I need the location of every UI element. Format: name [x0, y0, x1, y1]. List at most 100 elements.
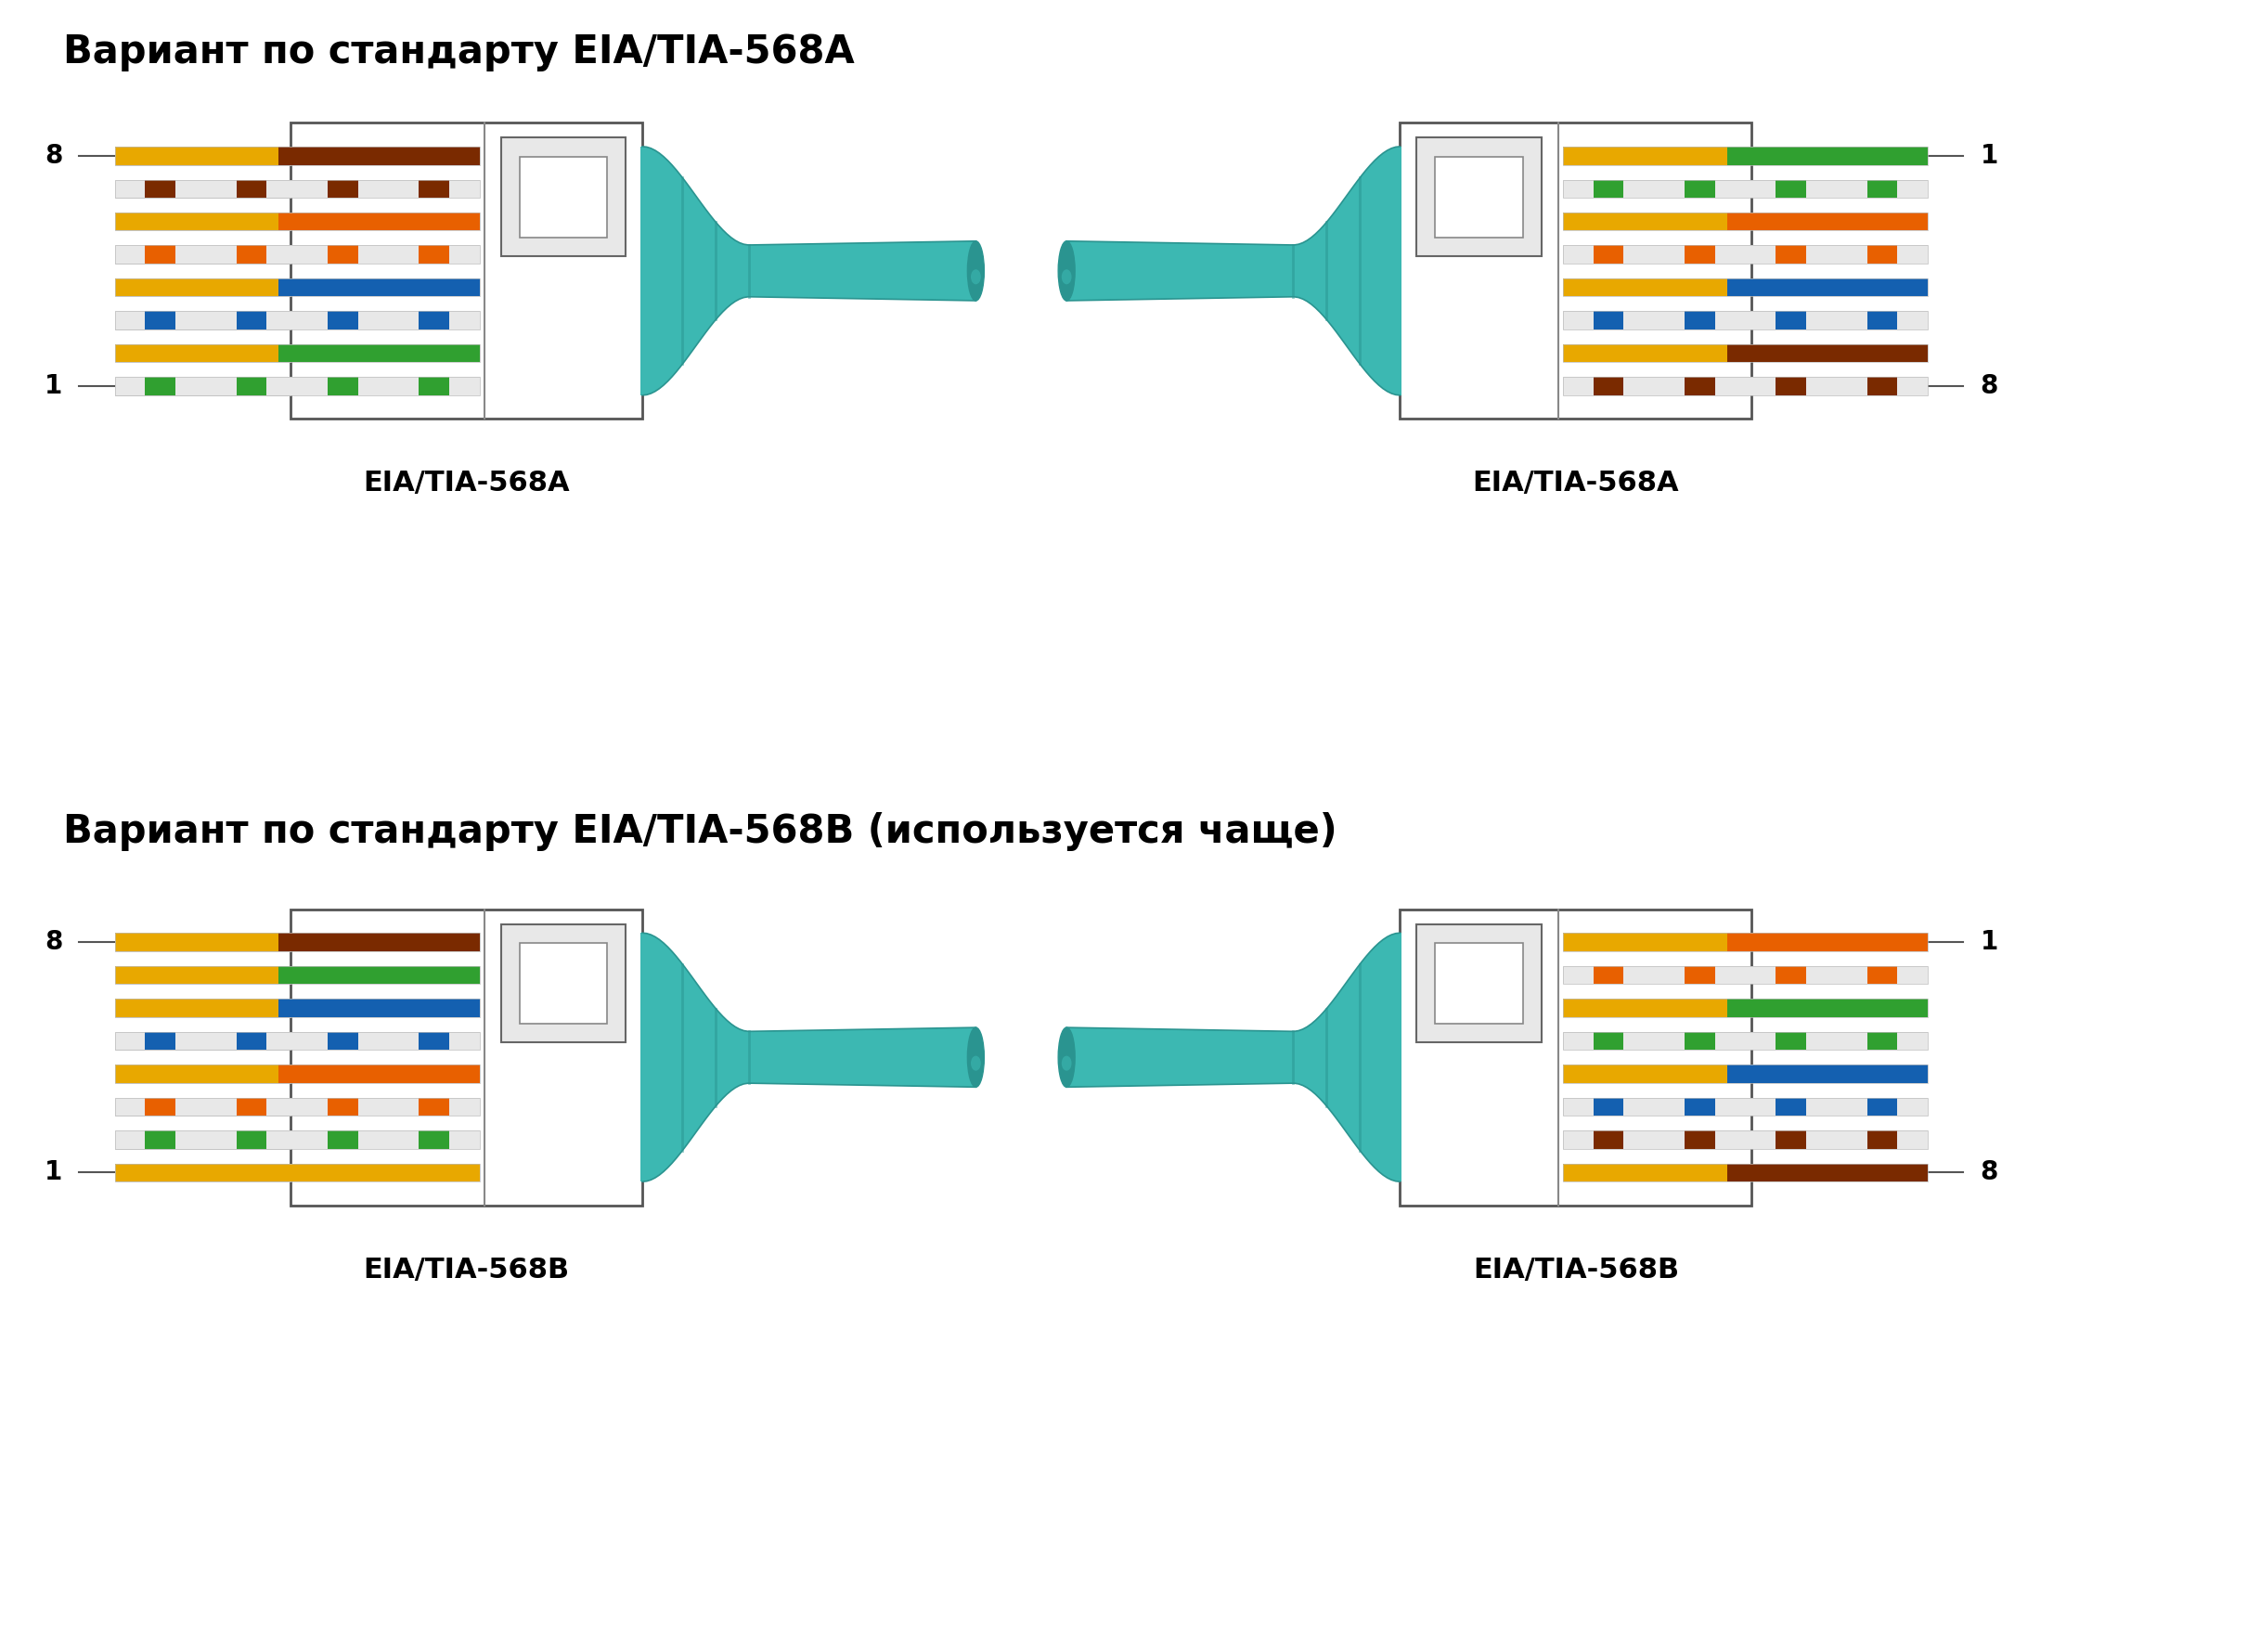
Bar [1684, 1032, 1715, 1051]
Ellipse shape [1062, 269, 1071, 284]
Bar [328, 1032, 357, 1051]
Bar [1776, 377, 1806, 395]
Bar [640, 147, 646, 395]
Bar [115, 999, 479, 1018]
Bar [115, 278, 479, 296]
Bar [1593, 966, 1623, 985]
Bar [1776, 966, 1806, 985]
Bar [1593, 1130, 1623, 1148]
Bar [115, 246, 479, 263]
Bar [115, 1130, 479, 1148]
Bar [115, 1032, 292, 1051]
Bar [145, 1032, 176, 1051]
Bar [145, 180, 176, 198]
Bar [1593, 246, 1623, 263]
Bar [1564, 213, 1727, 231]
Ellipse shape [967, 241, 983, 301]
Bar [1564, 1130, 1928, 1148]
Bar [1435, 157, 1523, 238]
Polygon shape [642, 147, 976, 395]
Bar [115, 246, 479, 263]
Bar [1684, 1097, 1715, 1115]
Bar [1564, 180, 1928, 198]
Bar [328, 1097, 357, 1115]
Text: EIA/TIA-568B: EIA/TIA-568B [1474, 1256, 1679, 1284]
Bar [278, 213, 479, 231]
Bar [115, 1064, 292, 1082]
Bar [115, 180, 479, 198]
Bar [115, 1130, 292, 1148]
Text: 8: 8 [1980, 1160, 1998, 1186]
Bar [418, 180, 450, 198]
Bar [1684, 311, 1715, 329]
Bar [328, 246, 357, 263]
Bar [1564, 933, 1928, 952]
Bar [1564, 377, 1928, 395]
Bar [1727, 1163, 1928, 1181]
Bar [1727, 344, 1928, 362]
Ellipse shape [1058, 241, 1076, 301]
Bar [1776, 1097, 1806, 1115]
Bar [1564, 1163, 1928, 1181]
Bar [145, 1097, 176, 1115]
Bar [115, 377, 479, 395]
Bar [328, 311, 357, 329]
Bar [292, 909, 642, 1206]
Bar [1684, 966, 1715, 985]
Bar [115, 377, 292, 395]
Bar [278, 147, 479, 165]
Bar [115, 1032, 292, 1051]
Bar [115, 344, 278, 362]
Bar [115, 1163, 479, 1181]
Bar [520, 157, 608, 238]
Bar [418, 246, 450, 263]
Bar [1684, 377, 1715, 395]
Bar [115, 1163, 292, 1181]
Bar [1776, 246, 1806, 263]
Bar [1435, 943, 1523, 1024]
Bar [1564, 377, 1928, 395]
Bar [1564, 344, 1928, 362]
Bar [115, 311, 292, 329]
Bar [1727, 933, 1928, 952]
Bar [237, 377, 267, 395]
Bar [418, 1130, 450, 1148]
Text: 8: 8 [45, 928, 63, 955]
Bar [145, 377, 176, 395]
Bar [115, 966, 479, 985]
Bar [1593, 311, 1623, 329]
Bar [1399, 909, 1752, 1206]
Bar [1867, 1097, 1898, 1115]
Bar [1867, 1130, 1898, 1148]
Bar [115, 213, 292, 231]
Bar [115, 933, 479, 952]
Bar [1867, 1032, 1898, 1051]
Bar [237, 311, 267, 329]
Bar [115, 246, 292, 263]
Bar [115, 278, 292, 296]
Bar [115, 278, 278, 296]
Bar [640, 933, 646, 1181]
Bar [278, 999, 479, 1018]
Bar [1867, 311, 1898, 329]
Text: Вариант по стандарту EIA/TIA-568A: Вариант по стандарту EIA/TIA-568A [63, 31, 854, 71]
Bar [1593, 1097, 1623, 1115]
Text: 1: 1 [1980, 142, 1998, 169]
Bar [1564, 246, 1928, 263]
Bar [145, 311, 176, 329]
Bar [145, 1130, 176, 1148]
Bar [115, 1163, 292, 1181]
Text: EIA/TIA-568A: EIA/TIA-568A [1474, 469, 1679, 497]
Bar [115, 147, 292, 165]
Bar [237, 246, 267, 263]
Polygon shape [1067, 147, 1399, 395]
Bar [502, 923, 626, 1042]
Bar [115, 1097, 292, 1115]
Bar [278, 933, 479, 952]
Bar [115, 311, 292, 329]
Bar [115, 344, 292, 362]
Ellipse shape [972, 1056, 981, 1070]
Bar [115, 180, 479, 198]
Bar [115, 933, 278, 952]
Bar [1727, 213, 1928, 231]
